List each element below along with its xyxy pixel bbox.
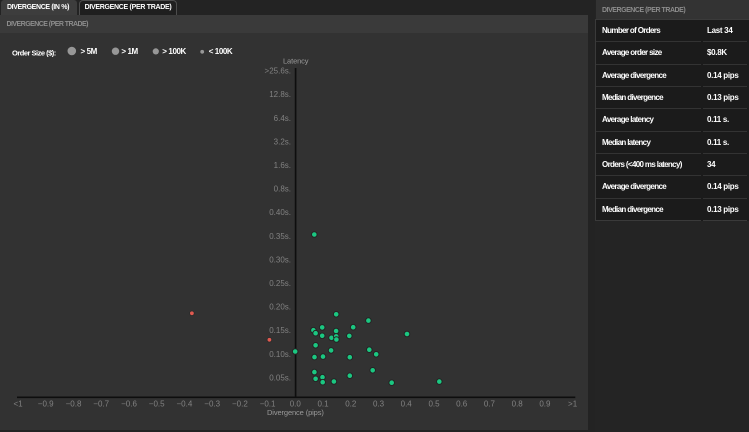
svg-text:3.2s.: 3.2s. <box>274 137 291 146</box>
svg-text:>25.6s.: >25.6s. <box>265 67 291 76</box>
svg-text:−0.4: −0.4 <box>177 400 193 409</box>
svg-text:12.8s.: 12.8s. <box>269 90 291 99</box>
svg-text:1.6s.: 1.6s. <box>274 161 291 170</box>
svg-text:0.10s.: 0.10s. <box>269 350 291 359</box>
svg-text:−0.3: −0.3 <box>204 400 220 409</box>
svg-text:<1: <1 <box>13 400 23 409</box>
svg-text:> 5M: > 5M <box>81 47 98 56</box>
svg-text:0.9: 0.9 <box>539 400 551 409</box>
svg-text:0.5: 0.5 <box>428 400 440 409</box>
svg-text:0.05s.: 0.05s. <box>269 373 291 382</box>
svg-text:−0.6: −0.6 <box>121 400 137 409</box>
svg-text:0.7: 0.7 <box>484 400 496 409</box>
svg-text:−0.7: −0.7 <box>93 400 109 409</box>
svg-text:6.4s.: 6.4s. <box>274 114 291 123</box>
svg-text:> 1M: > 1M <box>121 47 138 56</box>
svg-text:−0.2: −0.2 <box>232 400 248 409</box>
svg-text:0.8: 0.8 <box>512 400 524 409</box>
svg-text:> 100K: > 100K <box>162 47 186 56</box>
svg-text:0.4: 0.4 <box>401 400 413 409</box>
svg-text:>1: >1 <box>568 400 578 409</box>
svg-text:−0.5: −0.5 <box>149 400 165 409</box>
svg-text:Order Size ($):: Order Size ($): <box>12 48 56 57</box>
svg-text:0.8s.: 0.8s. <box>274 185 291 194</box>
svg-text:0.35s.: 0.35s. <box>269 232 291 241</box>
svg-text:−0.9: −0.9 <box>38 400 54 409</box>
svg-text:−0.1: −0.1 <box>260 400 276 409</box>
svg-text:−0.8: −0.8 <box>66 400 82 409</box>
svg-text:0.30s.: 0.30s. <box>269 255 291 264</box>
svg-text:Latency: Latency <box>283 57 309 66</box>
svg-text:0.1: 0.1 <box>317 400 329 409</box>
svg-text:0.15s.: 0.15s. <box>269 326 291 335</box>
svg-text:0.6: 0.6 <box>456 400 468 409</box>
svg-text:0.25s.: 0.25s. <box>269 279 291 288</box>
svg-text:0.2: 0.2 <box>345 400 357 409</box>
svg-text:0.20s.: 0.20s. <box>269 303 291 312</box>
svg-text:< 100K: < 100K <box>209 47 233 56</box>
svg-text:0.0: 0.0 <box>290 400 302 409</box>
svg-text:Divergence (pips): Divergence (pips) <box>267 408 324 417</box>
svg-text:0.3: 0.3 <box>373 400 385 409</box>
svg-text:0.40s.: 0.40s. <box>269 208 291 217</box>
